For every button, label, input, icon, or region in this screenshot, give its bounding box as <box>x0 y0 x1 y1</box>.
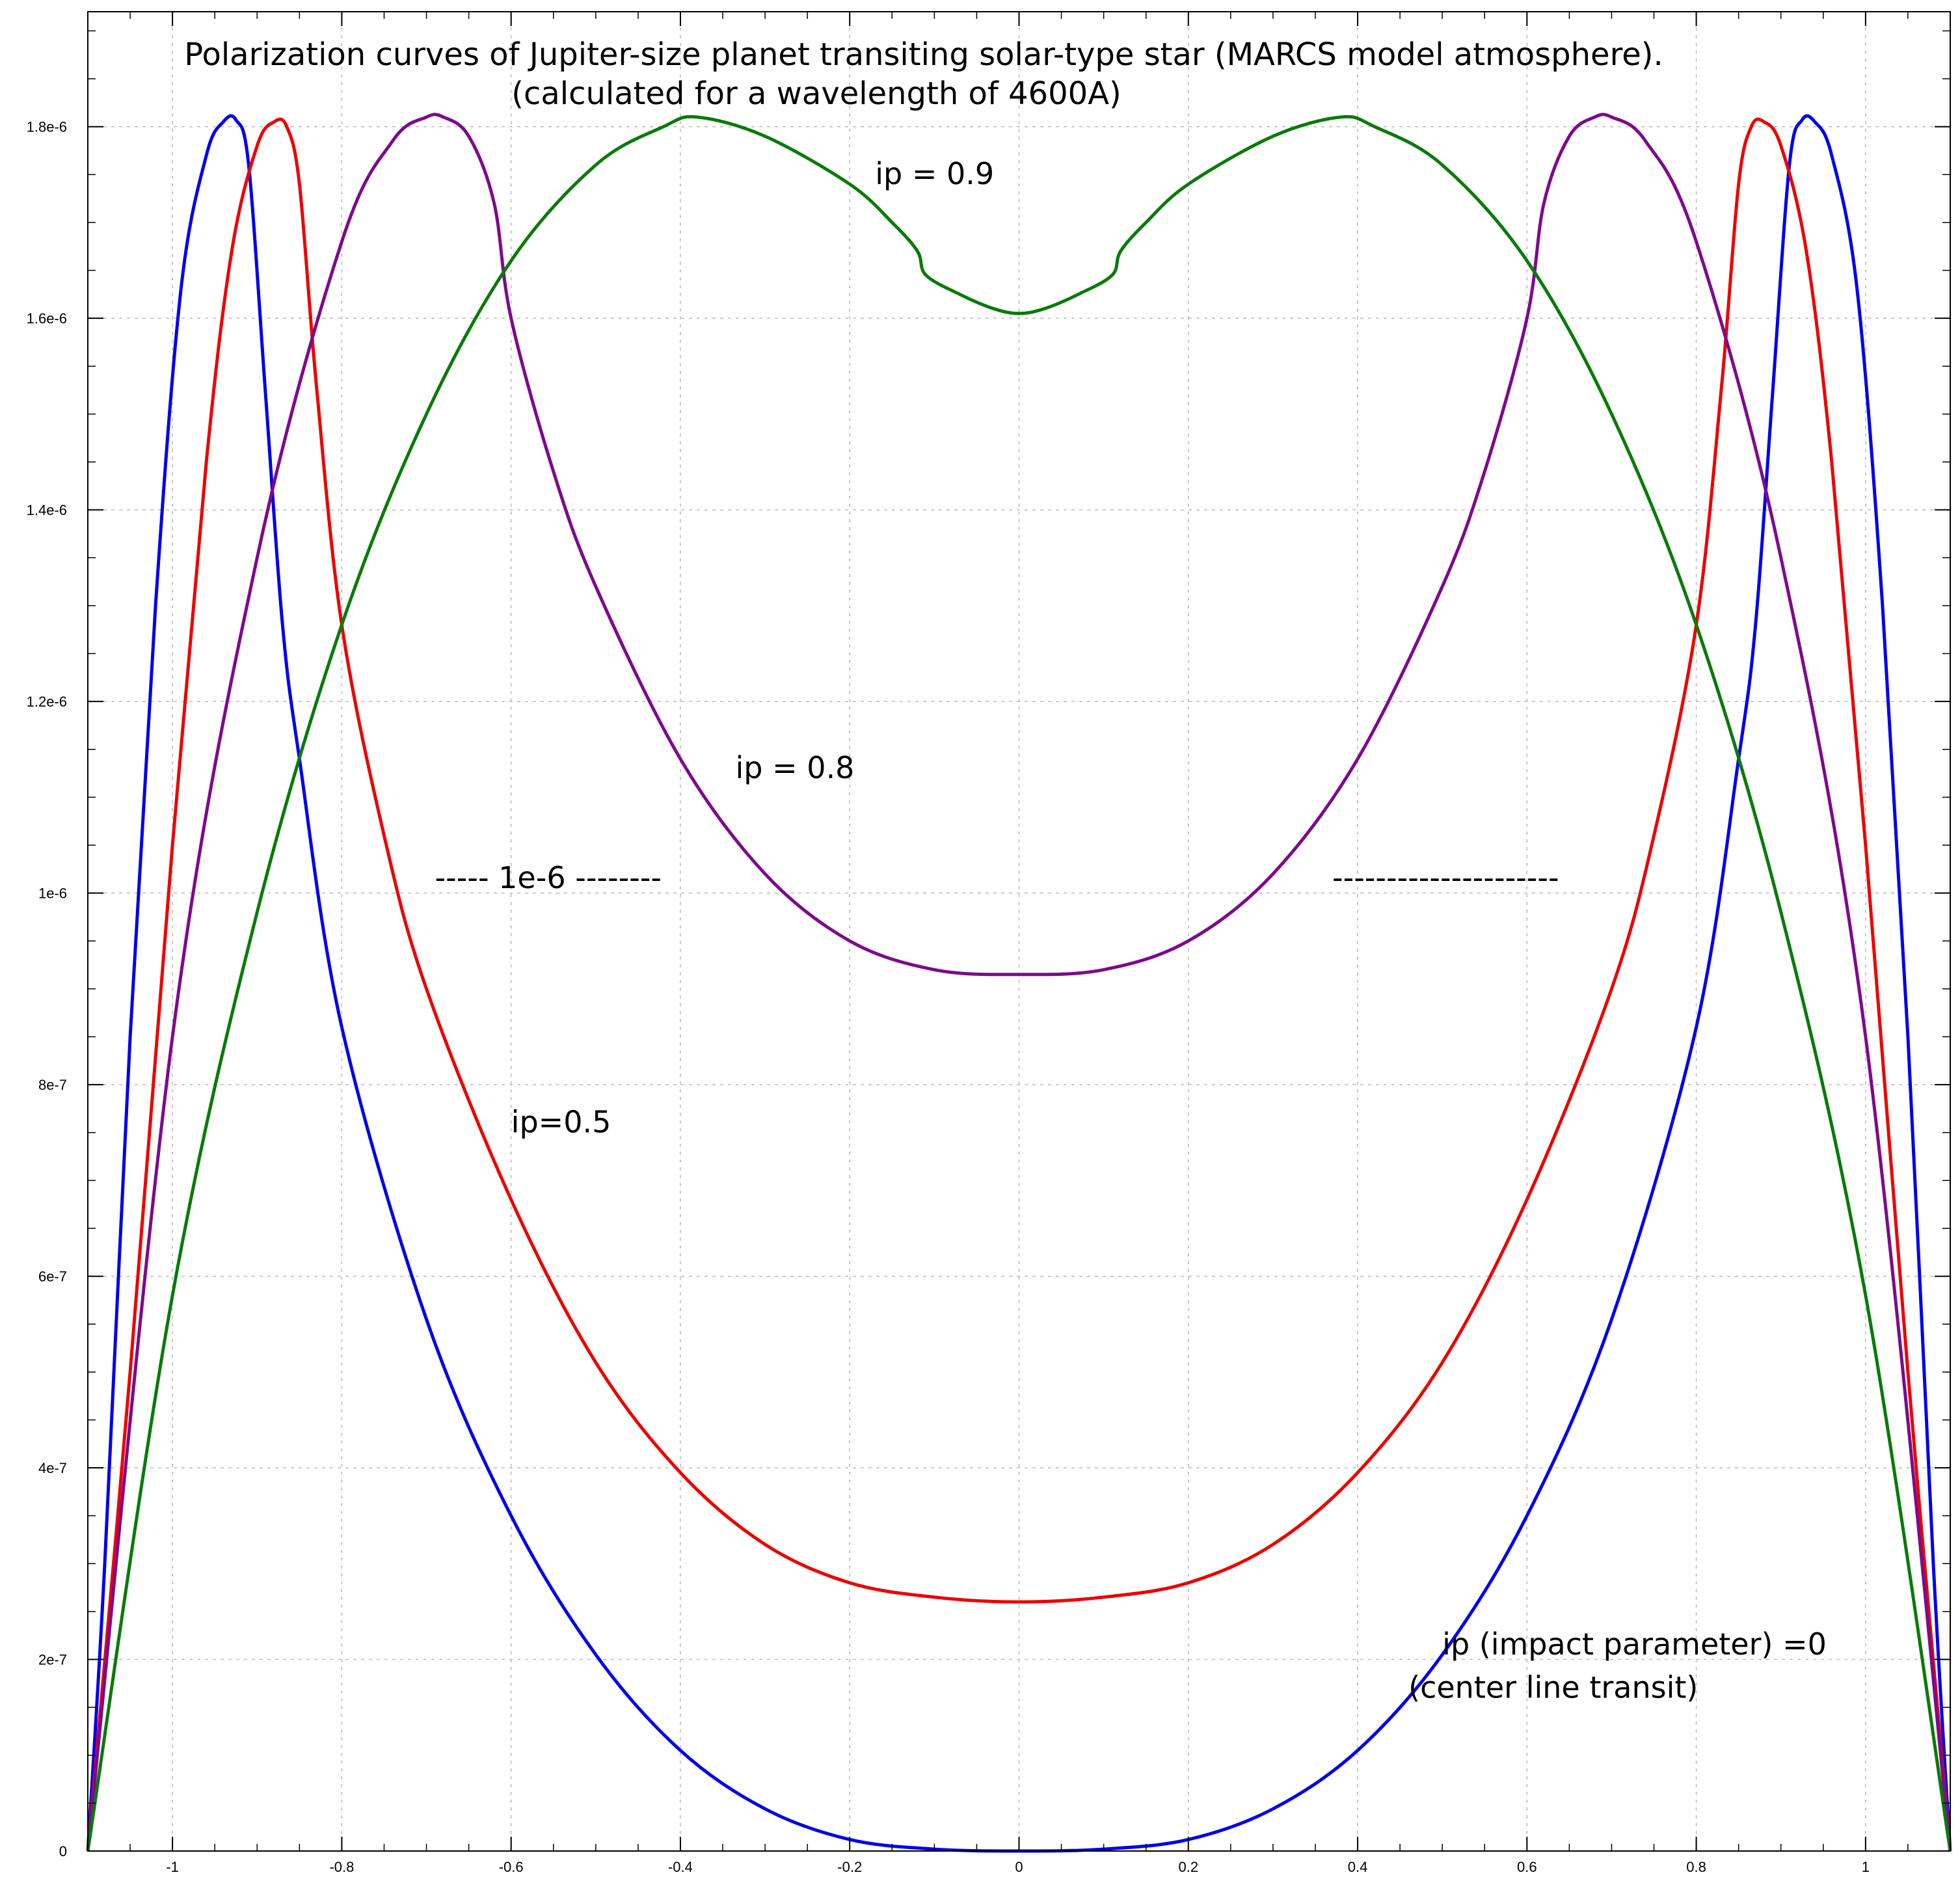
annotation-4: ip=0.5 <box>511 1105 611 1140</box>
series-line-3 <box>86 115 1952 1852</box>
x-tick-label: -0.2 <box>837 1859 862 1875</box>
y-tick-label: 8e-7 <box>38 1077 67 1093</box>
series-line-2 <box>86 113 1952 1852</box>
y-tick-label: 1e-6 <box>38 885 67 902</box>
x-tick-label: -0.4 <box>668 1859 693 1875</box>
y-tick-label: 4e-7 <box>38 1460 67 1476</box>
chart-subtitle: (calculated for a wavelength of 4600A) <box>511 75 1121 112</box>
x-tick-label: -0.8 <box>329 1859 354 1875</box>
x-tick-label: 0.8 <box>1686 1859 1706 1875</box>
chart-title: Polarization curves of Jupiter-size plan… <box>184 36 1663 73</box>
annotation-1: ip = 0.8 <box>736 750 855 785</box>
y-tick-label: 6e-7 <box>38 1269 67 1285</box>
tick-layer: -1 -0.8 -0.6 -0.4 -0.2 0 0.2 0.4 0.6 0.8 1 0 2e-7 4e-… <box>27 12 1951 1875</box>
x-tick-label: -0.6 <box>499 1859 524 1875</box>
x-tick-label: 0.6 <box>1517 1859 1537 1875</box>
x-tick-label: -1 <box>166 1859 179 1875</box>
y-tick-label: 1.8e-6 <box>27 119 67 135</box>
x-tick-label: 1 <box>1862 1859 1870 1875</box>
annotation-3: --------------------- <box>1332 860 1559 895</box>
x-tick-label: 0.2 <box>1178 1859 1198 1875</box>
y-tick-label: 1.6e-6 <box>27 310 67 327</box>
x-tick-label: 0.4 <box>1348 1859 1368 1875</box>
annotation-layer: ip = 0.9 ip = 0.8 ----- 1e-6 -------- -----… <box>435 156 1827 1705</box>
x-tick-label: 0 <box>1015 1859 1023 1875</box>
annotation-6: (center line transit) <box>1408 1669 1698 1705</box>
y-tick-label: 1.4e-6 <box>27 502 67 519</box>
annotation-2: ----- 1e-6 -------- <box>435 860 662 895</box>
annotation-5: ip (impact parameter) =0 <box>1442 1627 1827 1662</box>
y-tick-label: 1.2e-6 <box>27 694 67 710</box>
series-line-1 <box>86 117 1952 1852</box>
annotation-0: ip = 0.9 <box>875 156 994 191</box>
y-tick-label: 0 <box>59 1843 67 1859</box>
y-tick-label: 2e-7 <box>38 1652 67 1668</box>
